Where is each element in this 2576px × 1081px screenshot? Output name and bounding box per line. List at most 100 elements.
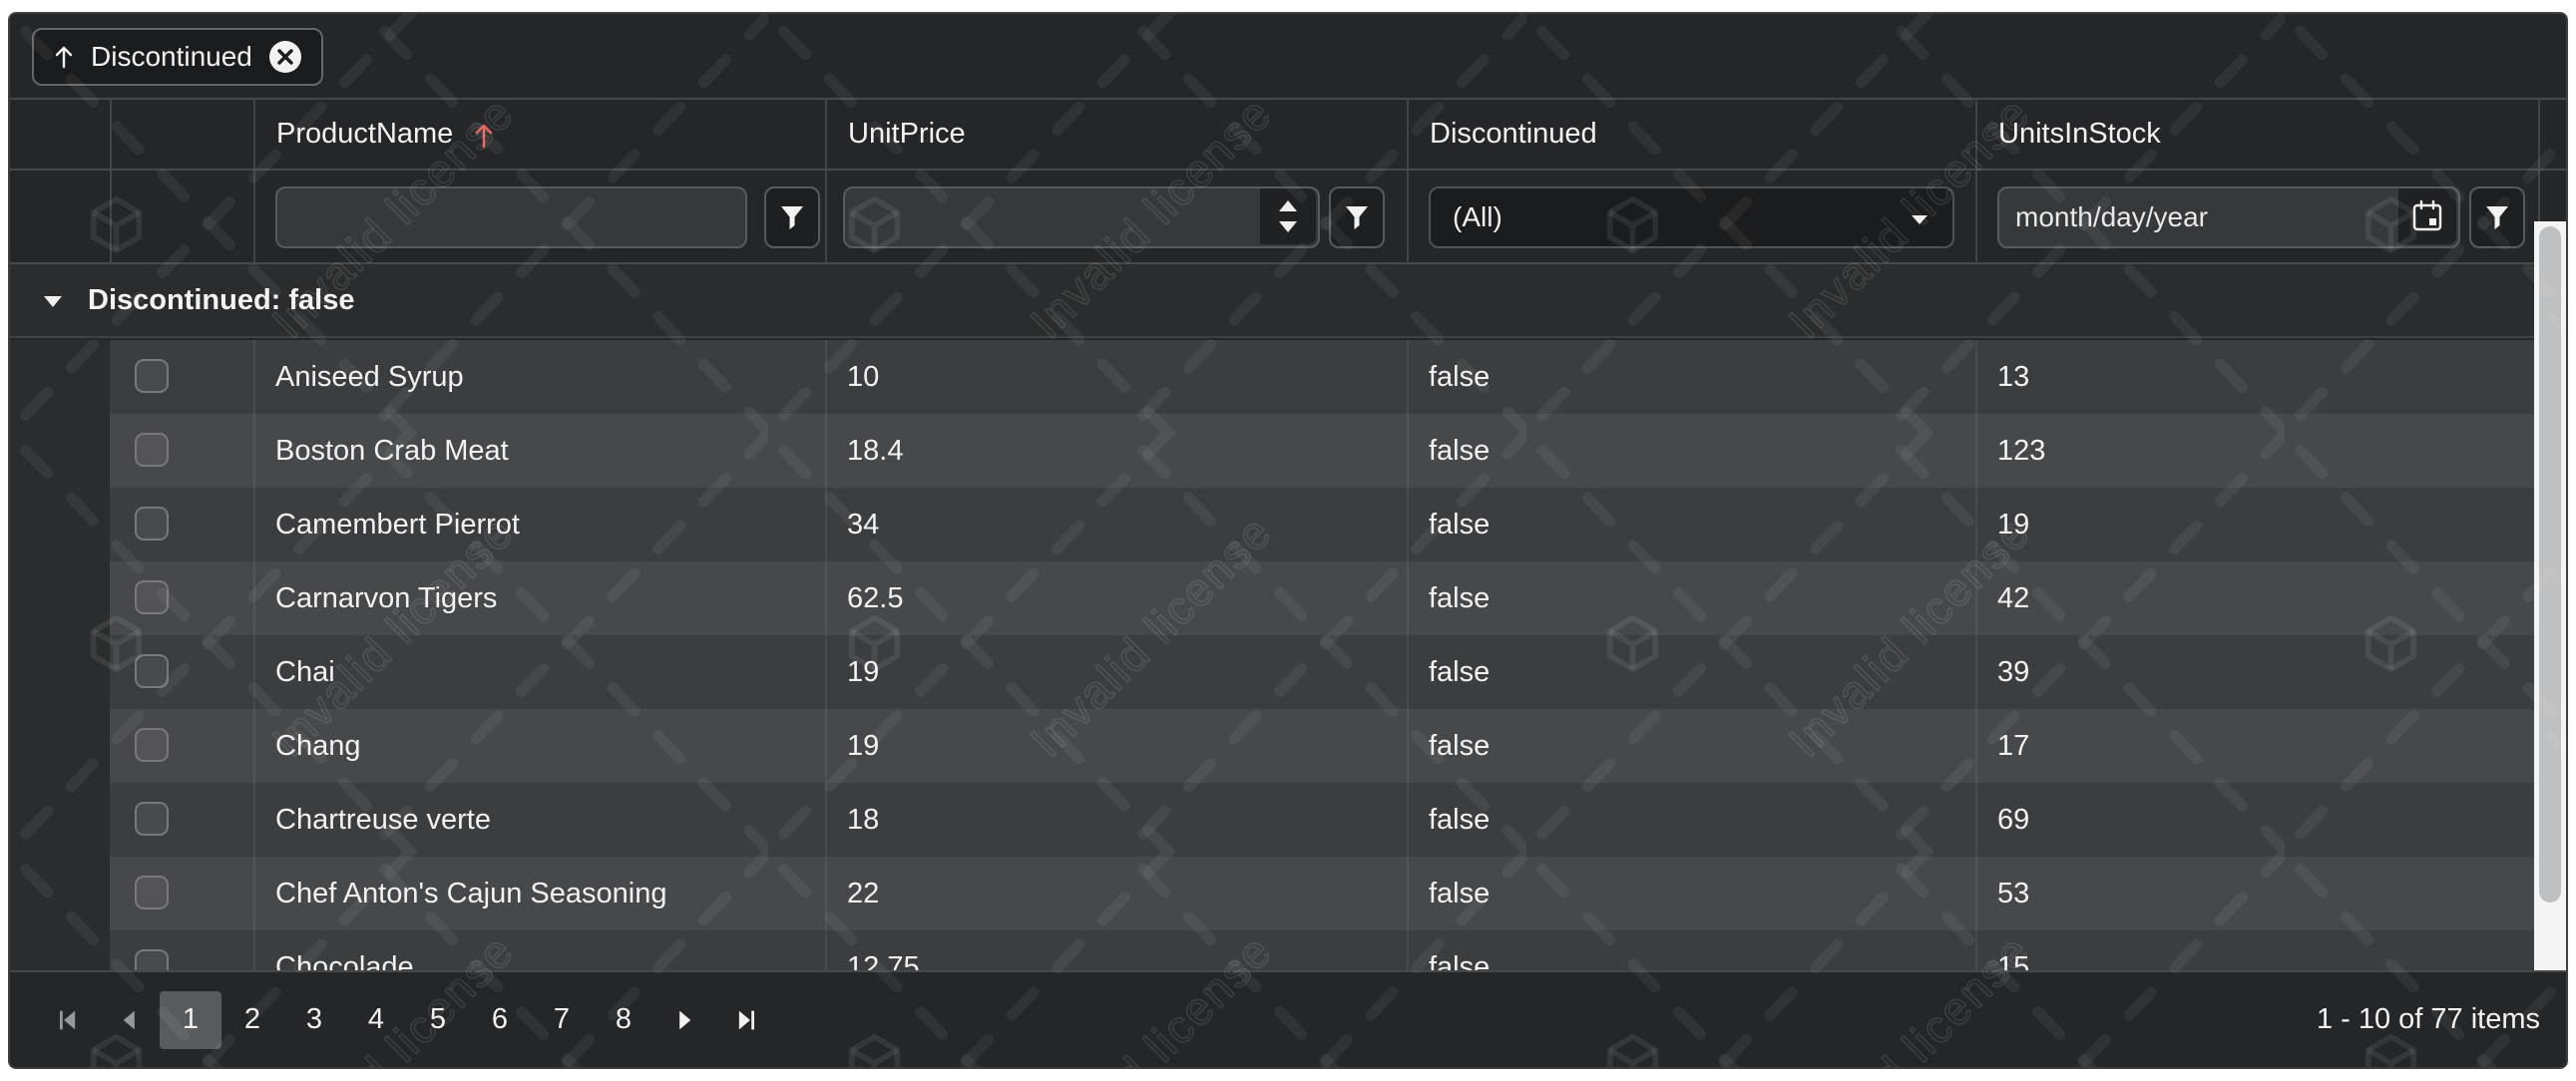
- column-header-discontinued[interactable]: Discontinued: [1407, 100, 1975, 169]
- group-indent-cell: [10, 709, 110, 783]
- collapse-group-icon[interactable]: [40, 291, 66, 313]
- column-header-unitprice[interactable]: UnitPrice: [825, 100, 1407, 169]
- cell-productname: Chai: [253, 635, 825, 709]
- filter-cell-productname: [253, 171, 825, 262]
- filter-checkbox-cell: [110, 171, 253, 262]
- cell-productname: Carnarvon Tigers: [253, 561, 825, 635]
- table-row[interactable]: Camembert Pierrot 34 false 19: [10, 488, 2538, 561]
- calendar-icon: [2412, 199, 2442, 231]
- cell-productname: Aniseed Syrup: [253, 340, 825, 414]
- pager-page-2[interactable]: 2: [243, 1003, 261, 1035]
- cell-discontinued: false: [1407, 709, 1975, 783]
- column-header-label: Discontinued: [1430, 118, 1597, 150]
- vertical-scrollbar[interactable]: [2534, 221, 2566, 974]
- group-chip-discontinued[interactable]: Discontinued: [32, 28, 323, 86]
- checkbox-cell: [110, 340, 253, 414]
- pager-page-5[interactable]: 5: [429, 1003, 447, 1035]
- checkbox-cell: [110, 561, 253, 635]
- column-header-productname[interactable]: ProductName: [253, 100, 825, 169]
- cell-productname: Chang: [253, 709, 825, 783]
- grouping-bar: Discontinued: [10, 14, 2566, 100]
- table-row[interactable]: Chocolade 12.75 false 15: [10, 930, 2538, 974]
- spinner-up-icon[interactable]: [1277, 198, 1299, 212]
- cell-discontinued: false: [1407, 561, 1975, 635]
- cell-unitprice: 10: [825, 340, 1407, 414]
- cell-productname: Chef Anton's Cajun Seasoning: [253, 857, 825, 930]
- pager-page-7[interactable]: 7: [553, 1003, 571, 1035]
- prev-icon: [123, 1010, 135, 1029]
- pager-info: 1 - 10 of 77 items: [2316, 1003, 2540, 1035]
- table-row[interactable]: Aniseed Syrup 10 false 13: [10, 340, 2538, 414]
- cell-discontinued: false: [1407, 340, 1975, 414]
- cell-unitprice: 18.4: [825, 414, 1407, 488]
- table-row[interactable]: Chef Anton's Cajun Seasoning 22 false 53: [10, 857, 2538, 930]
- unitsinstock-filter-button[interactable]: [2469, 186, 2525, 248]
- discontinued-filter-dropdown[interactable]: (All): [1429, 186, 1954, 248]
- checkbox-cell: [110, 857, 253, 930]
- group-chip-label: Discontinued: [91, 41, 252, 72]
- group-indent-cell: [10, 561, 110, 635]
- cell-discontinued: false: [1407, 857, 1975, 930]
- column-header-label: UnitsInStock: [1998, 118, 2161, 150]
- unitprice-filter-input[interactable]: [843, 186, 1320, 248]
- cell-unitprice: 19: [825, 635, 1407, 709]
- row-checkbox[interactable]: [135, 507, 169, 540]
- cell-unitprice: 12.75: [825, 930, 1407, 974]
- unitprice-filter-button[interactable]: [1329, 186, 1385, 248]
- pager-page-3[interactable]: 3: [305, 1003, 323, 1035]
- pager-first-button[interactable]: [36, 991, 98, 1049]
- unitsinstock-date-filter-input[interactable]: [1997, 186, 2460, 248]
- column-header-unitsinstock[interactable]: UnitsInStock: [1975, 100, 2538, 169]
- table-row[interactable]: Chang 19 false 17: [10, 709, 2538, 783]
- rows-viewport: Aniseed Syrup 10 false 13 Boston Crab Me…: [10, 340, 2538, 974]
- cell-unitprice: 62.5: [825, 561, 1407, 635]
- productname-filter-input[interactable]: [275, 186, 747, 248]
- table-row[interactable]: Chartreuse verte 18 false 69: [10, 783, 2538, 857]
- table-row[interactable]: Carnarvon Tigers 62.5 false 42: [10, 561, 2538, 635]
- column-header-label: UnitPrice: [848, 118, 966, 150]
- group-row: Discontinued: false: [10, 264, 2566, 338]
- checkbox-column-header[interactable]: [110, 100, 253, 169]
- cell-discontinued: false: [1407, 414, 1975, 488]
- sort-asc-icon: [55, 46, 73, 69]
- cell-unitsinstock: 13: [1975, 340, 2538, 414]
- filter-group-cell: [10, 171, 110, 262]
- group-indent-cell: [10, 783, 110, 857]
- unitprice-spinner[interactable]: [1260, 188, 1316, 244]
- calendar-button[interactable]: [2398, 188, 2456, 244]
- row-checkbox[interactable]: [135, 580, 169, 614]
- pager-last-button[interactable]: [716, 991, 778, 1049]
- row-checkbox[interactable]: [135, 433, 169, 467]
- checkbox-cell: [110, 709, 253, 783]
- productname-filter-button[interactable]: [764, 186, 820, 248]
- cell-unitsinstock: 42: [1975, 561, 2538, 635]
- pager-page-4[interactable]: 4: [367, 1003, 385, 1035]
- spinner-down-icon[interactable]: [1277, 220, 1299, 234]
- cell-unitsinstock: 15: [1975, 930, 2538, 974]
- pager-next-button[interactable]: [654, 991, 716, 1049]
- cell-unitsinstock: 17: [1975, 709, 2538, 783]
- row-checkbox[interactable]: [135, 876, 169, 909]
- row-checkbox[interactable]: [135, 802, 169, 836]
- pager-prev-button[interactable]: [98, 991, 160, 1049]
- cell-unitprice: 34: [825, 488, 1407, 561]
- pager-page-1[interactable]: 1: [160, 990, 221, 1049]
- table-row[interactable]: Boston Crab Meat 18.4 false 123: [10, 414, 2538, 488]
- row-checkbox[interactable]: [135, 728, 169, 762]
- group-indent-cell: [10, 930, 110, 974]
- cell-unitsinstock: 19: [1975, 488, 2538, 561]
- header-row: ProductName UnitPrice Discontinued Units…: [10, 100, 2566, 171]
- group-cell-header: [10, 100, 110, 169]
- filter-row: (All): [10, 171, 2566, 264]
- cell-unitsinstock: 123: [1975, 414, 2538, 488]
- table-row[interactable]: Chai 19 false 39: [10, 635, 2538, 709]
- row-checkbox[interactable]: [135, 359, 169, 393]
- seek-first-icon: [60, 1010, 76, 1029]
- scrollbar-thumb[interactable]: [2539, 226, 2561, 902]
- group-indent-cell: [10, 414, 110, 488]
- pager-page-8[interactable]: 8: [615, 1003, 633, 1035]
- pager-page-6[interactable]: 6: [491, 1003, 509, 1035]
- row-checkbox[interactable]: [135, 654, 169, 688]
- group-indent-cell: [10, 340, 110, 414]
- remove-group-icon[interactable]: [267, 39, 303, 75]
